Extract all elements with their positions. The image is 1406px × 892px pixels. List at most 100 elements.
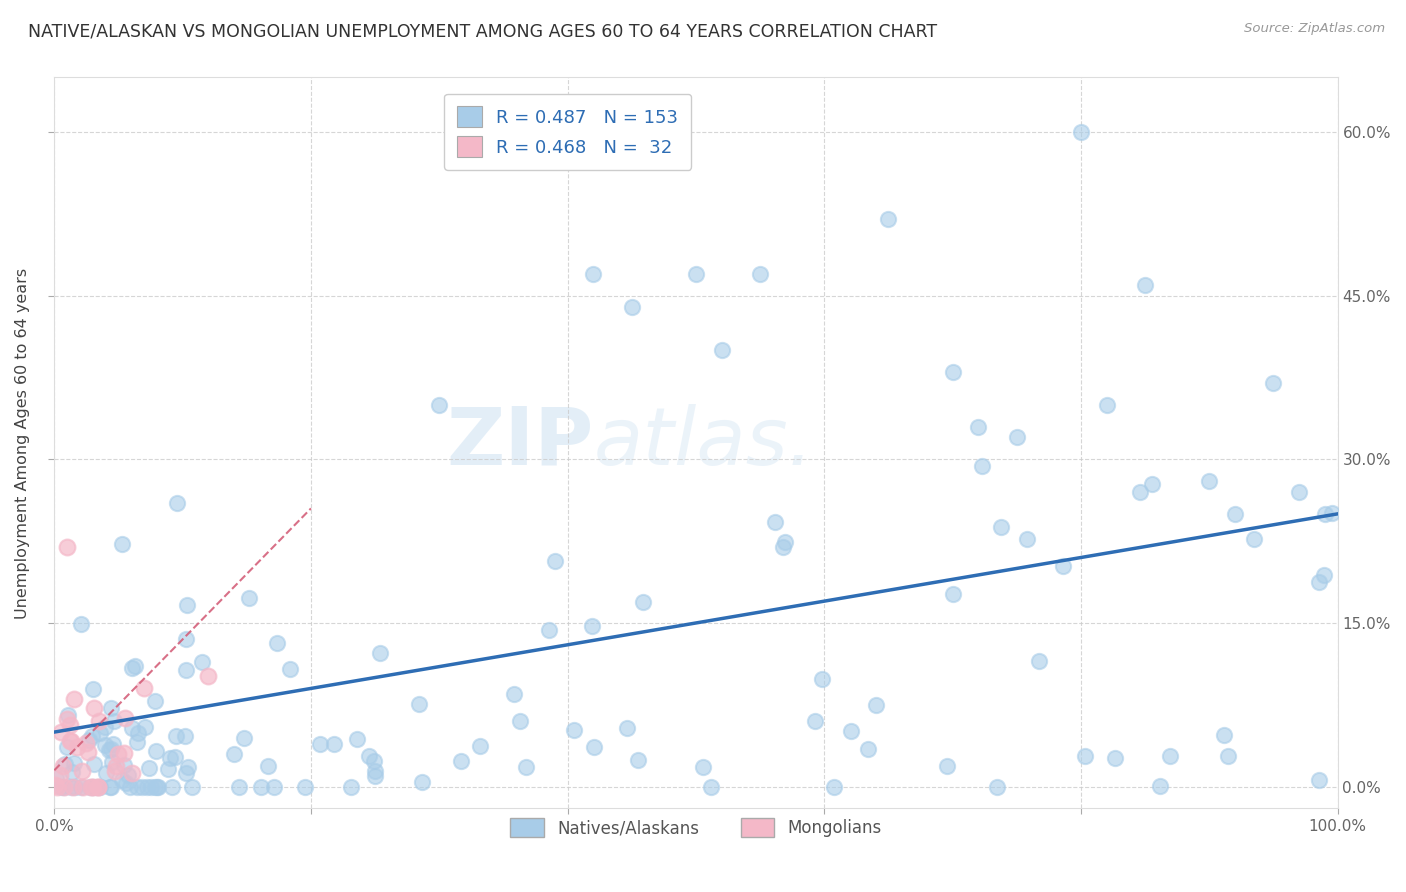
Point [537,623,560,637]
Point [710,343,733,358]
Point [98,743,121,757]
Y-axis label: Unemployment Among Ages 60 to 64 years: Unemployment Among Ages 60 to 64 years [15,268,30,618]
Point [824,780,846,794]
Point [66,740,89,755]
Point [763,516,786,530]
Point [1263,376,1285,390]
Point [166,496,188,510]
Point [1198,474,1220,488]
Point [1308,772,1330,787]
Point [562,723,585,737]
Point [1243,533,1265,547]
Point [103,714,125,728]
Point [1308,575,1330,590]
Point [53,756,76,771]
Point [141,780,163,794]
Point [82,681,104,696]
Text: NATIVE/ALASKAN VS MONGOLIAN UNEMPLOYMENT AMONG AGES 60 TO 64 YEARS CORRELATION C: NATIVE/ALASKAN VS MONGOLIAN UNEMPLOYMENT… [28,22,938,40]
Point [145,780,167,794]
Point [191,656,214,670]
Point [970,458,993,473]
Point [1213,728,1236,742]
Legend: Natives/Alaskans, Mongolians: Natives/Alaskans, Mongolians [503,812,889,844]
Point [56,739,79,754]
Point [1159,748,1181,763]
Point [633,594,655,608]
Point [468,739,491,753]
Point [346,732,368,747]
Point [942,587,965,601]
Point [62,692,84,706]
Point [174,632,197,646]
Point [942,365,965,379]
Point [339,780,361,794]
Point [80,780,103,794]
Point [98,780,121,794]
Point [1140,476,1163,491]
Point [238,591,260,605]
Point [125,734,148,748]
Point [59,718,82,732]
Point [773,534,796,549]
Point [136,780,159,794]
Point [145,744,167,758]
Point [1223,507,1246,521]
Point [772,540,794,554]
Point [83,701,105,715]
Point [127,780,149,794]
Point [53,780,76,794]
Point [502,687,524,701]
Point [134,720,156,734]
Point [174,663,197,677]
Text: ZIP: ZIP [446,404,593,482]
Point [180,780,202,794]
Point [100,742,122,756]
Point [581,619,603,633]
Point [177,760,200,774]
Point [627,753,650,767]
Point [197,669,219,683]
Point [176,599,198,613]
Point [450,755,472,769]
Point [49,780,72,794]
Point [56,540,79,554]
Point [112,758,135,772]
Point [82,780,104,794]
Point [685,267,707,281]
Point [616,721,638,735]
Point [364,769,387,783]
Point [810,672,832,686]
Point [165,729,187,743]
Point [101,737,124,751]
Point [515,760,537,774]
Point [865,698,887,712]
Point [1070,125,1092,139]
Point [75,736,97,750]
Point [105,758,128,772]
Point [70,764,93,779]
Text: Source: ZipAtlas.com: Source: ZipAtlas.com [1244,22,1385,36]
Point [134,681,156,696]
Point [1104,750,1126,764]
Point [118,780,141,794]
Point [100,780,122,794]
Point [427,398,450,412]
Point [1322,506,1344,520]
Point [62,780,84,794]
Point [63,780,86,794]
Point [100,700,122,714]
Point [112,746,135,760]
Point [1288,485,1310,500]
Point [1313,567,1336,582]
Point [80,730,103,744]
Point [70,780,93,794]
Point [411,774,433,789]
Point [509,714,531,728]
Point [77,745,100,759]
Point [111,772,134,787]
Point [49,768,72,782]
Point [111,537,134,551]
Point [143,780,166,794]
Point [46,780,69,794]
Point [263,780,285,794]
